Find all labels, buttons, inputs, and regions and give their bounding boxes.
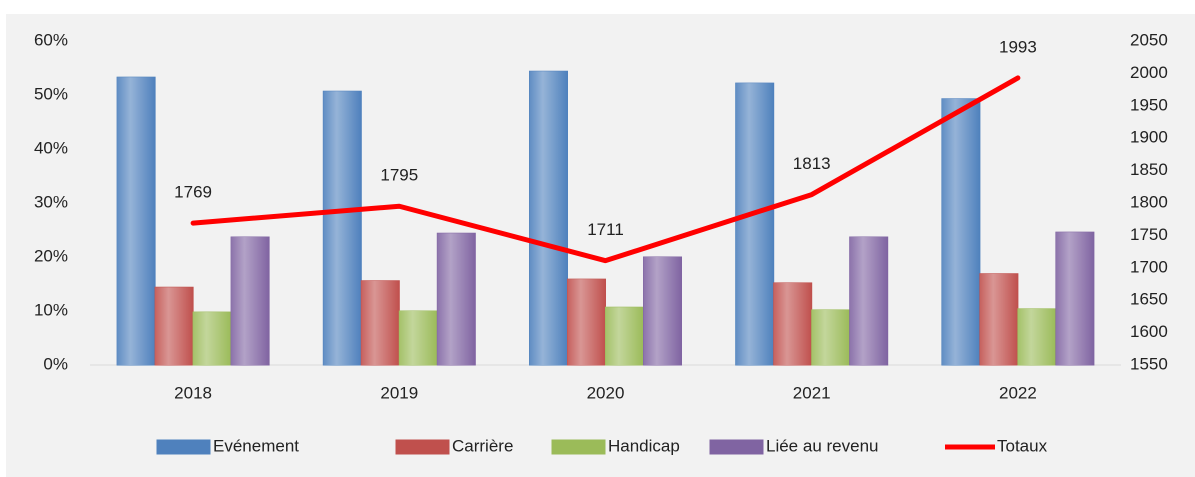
data-label: 1769 [174,183,212,202]
bar-shine [231,237,270,365]
legend-label: Totaux [997,436,1048,455]
legend-swatch [551,439,606,455]
legend-label: Evénement [213,436,299,455]
bar-shine [643,257,682,365]
bar-shine [849,237,888,365]
bar-shine [605,307,644,365]
y-tick-label: 20% [34,246,68,265]
y2-tick-label: 1750 [1130,225,1168,244]
bar-shine [437,233,476,365]
bar-shine [529,71,568,366]
x-tick-label: 2022 [999,383,1037,402]
y-tick-label: 30% [34,192,68,211]
y2-tick-label: 1600 [1130,322,1168,341]
bar-shine [567,279,606,365]
y2-tick-label: 1850 [1130,160,1168,179]
x-tick-label: 2018 [174,383,212,402]
bar-shine [155,287,194,365]
legend-swatch [709,439,764,455]
chart-background [6,14,1195,477]
data-label: 1711 [587,220,624,239]
legend-label: Liée au revenu [766,436,878,455]
y2-tick-label: 1900 [1130,128,1168,147]
line [190,75,1021,264]
y-tick-label: 40% [34,138,68,157]
bar-shine [773,282,812,365]
bar-shine [361,280,400,365]
x-tick-label: 2021 [793,383,831,402]
y2-tick-label: 1950 [1130,95,1168,114]
data-label: 1813 [793,154,831,173]
bar-shine [323,91,362,365]
bar-shine [941,98,980,365]
bar-shine [399,311,438,365]
y-tick-label: 60% [34,30,68,49]
y2-tick-label: 1650 [1130,290,1168,309]
bar-shine [193,312,232,365]
bar-shine [811,309,850,365]
bar-shine [735,83,774,366]
legend-label: Carrière [452,436,513,455]
y2-tick-label: 1550 [1130,354,1168,373]
legend-swatch [156,439,211,455]
legend-label: Handicap [608,436,680,455]
y2-tick-label: 1800 [1130,192,1168,211]
y-tick-label: 50% [34,84,68,103]
y2-tick-label: 2000 [1130,63,1168,82]
bar-shine [979,273,1018,365]
y2-tick-label: 2050 [1130,30,1168,49]
data-label: 1993 [999,37,1037,56]
data-label: 1795 [380,166,418,185]
y-tick-label: 0% [43,354,68,373]
y-tick-label: 10% [34,300,68,319]
x-tick-label: 2020 [587,383,625,402]
legend-swatch [395,439,450,455]
bar-shine [1017,308,1056,365]
bar-shine [1055,232,1094,365]
y2-tick-label: 1700 [1130,257,1168,276]
bar-shine [117,77,156,366]
x-tick-label: 2019 [380,383,418,402]
